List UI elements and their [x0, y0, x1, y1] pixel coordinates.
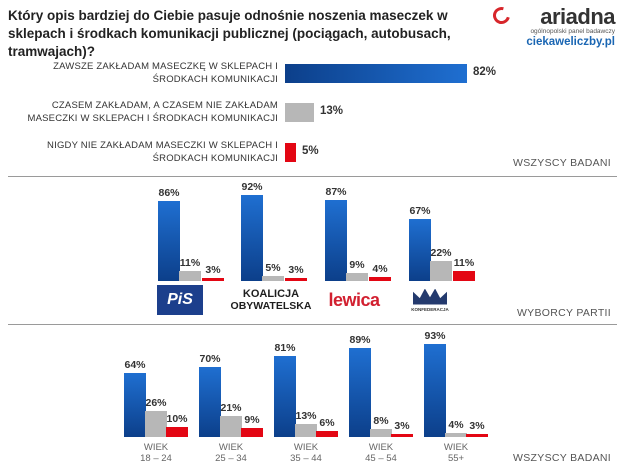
value-label-always: 81% — [274, 342, 296, 354]
value-label-never: 6% — [319, 417, 335, 429]
value-label-always: 70% — [199, 353, 221, 365]
bar-never — [369, 277, 391, 281]
value-label-sometimes: 13% — [295, 410, 317, 422]
value-label-sometimes: 11% — [180, 257, 201, 269]
bar-sometimes — [145, 411, 167, 437]
konfederacja-logo: KONFEDERACJA — [407, 285, 453, 315]
value-label-sometimes: 9% — [349, 259, 365, 271]
brand-site[interactable]: ciekaweliczby.pl — [526, 36, 615, 48]
category-label: WIEK — [294, 442, 319, 453]
bar-always — [409, 219, 431, 281]
bar-always — [124, 373, 146, 437]
bar-never — [316, 431, 338, 437]
category-label: 18 – 24 — [140, 453, 172, 464]
bar-never — [466, 434, 488, 437]
value-label-never: 5% — [302, 145, 319, 157]
value-label-never: 3% — [288, 264, 304, 276]
lewica-logo: lewica — [328, 289, 380, 310]
category-label: 25 – 34 — [215, 453, 247, 464]
value-label-sometimes: 8% — [373, 415, 389, 427]
answer-label-always: ZAWSZE ZAKŁADAM MASECZKĘ W SKLEPACH I ŚRO… — [53, 61, 278, 85]
answer-label-sometimes: CZASEM ZAKŁADAM, A CZASEM NIE ZAKŁADAM MA… — [27, 100, 278, 124]
value-label-sometimes: 13% — [320, 105, 344, 117]
bar-sometimes — [220, 416, 242, 437]
category-label: 35 – 44 — [290, 453, 322, 464]
category-label: 45 – 54 — [365, 453, 397, 464]
brand-tagline: ogólnopolski panel badawczy — [530, 28, 615, 35]
bar-always — [285, 64, 467, 83]
bar-always — [424, 344, 446, 437]
value-label-sometimes: 22% — [430, 247, 452, 259]
brand-block: ariadna ogólnopolski panel badawczy ciek… — [489, 3, 615, 48]
bar-sometimes — [346, 273, 368, 281]
bar-always — [199, 367, 221, 437]
category-label: WIEK — [444, 442, 469, 453]
bar-sometimes — [262, 276, 284, 281]
bar-sometimes — [430, 261, 452, 281]
value-label-never: 11% — [454, 257, 475, 269]
bar-never — [285, 143, 296, 162]
pis-logo: PiS — [157, 285, 203, 315]
konfederacja-crown-icon — [413, 288, 447, 305]
value-label-always: 64% — [124, 359, 146, 371]
bar-never — [391, 434, 413, 437]
section-tag-all: WSZYSCY BADANI — [513, 157, 611, 169]
bar-always — [274, 356, 296, 437]
bar-never — [453, 271, 475, 281]
section-divider — [8, 324, 617, 325]
value-label-always: 93% — [424, 330, 446, 342]
bar-sometimes — [179, 271, 201, 281]
bar-always — [325, 200, 347, 281]
bar-never — [166, 427, 188, 437]
category-label: WIEK — [369, 442, 394, 453]
value-label-always: 87% — [325, 186, 347, 198]
value-label-never: 3% — [205, 264, 221, 276]
bar-sometimes — [370, 429, 392, 437]
bar-always — [241, 195, 263, 281]
ariadna-logo: ariadna — [540, 4, 615, 29]
section-divider — [8, 176, 617, 177]
category-label: WIEK — [219, 442, 244, 453]
value-label-sometimes: 26% — [145, 397, 167, 409]
value-label-always: 82% — [473, 66, 497, 78]
value-label-sometimes: 4% — [448, 419, 464, 431]
bar-always — [158, 201, 180, 281]
category-label: WIEK — [144, 442, 169, 453]
bar-never — [241, 428, 263, 437]
section-tag-age: WSZYSCY BADANI — [513, 452, 611, 464]
bar-always — [349, 348, 371, 437]
koalicja-obywatelska-logo: KOALICJA OBYWATELSKA — [230, 288, 312, 312]
chart-title: Który opis bardziej do Ciebie pasuje odn… — [8, 8, 451, 59]
bar-never — [285, 278, 307, 281]
bar-sometimes — [295, 424, 317, 437]
value-label-never: 9% — [244, 414, 260, 426]
section-tag-parties: WYBORCY PARTII — [516, 307, 611, 319]
bar-sometimes — [445, 433, 467, 437]
value-label-always: 86% — [158, 187, 180, 199]
bar-sometimes — [285, 103, 314, 122]
answer-label-never: NIGDY NIE ZAKŁADAM MASECZKI W SKLEPACH I… — [47, 140, 278, 164]
value-label-always: 89% — [349, 334, 371, 346]
value-label-never: 3% — [469, 420, 485, 432]
category-label: 55+ — [448, 453, 465, 464]
value-label-never: 4% — [372, 263, 388, 275]
value-label-always: 92% — [241, 181, 263, 193]
value-label-never: 3% — [394, 420, 410, 432]
value-label-never: 10% — [166, 413, 188, 425]
value-label-sometimes: 21% — [220, 402, 242, 414]
value-label-sometimes: 5% — [265, 262, 281, 274]
value-label-always: 67% — [409, 205, 431, 217]
bar-never — [202, 278, 224, 281]
